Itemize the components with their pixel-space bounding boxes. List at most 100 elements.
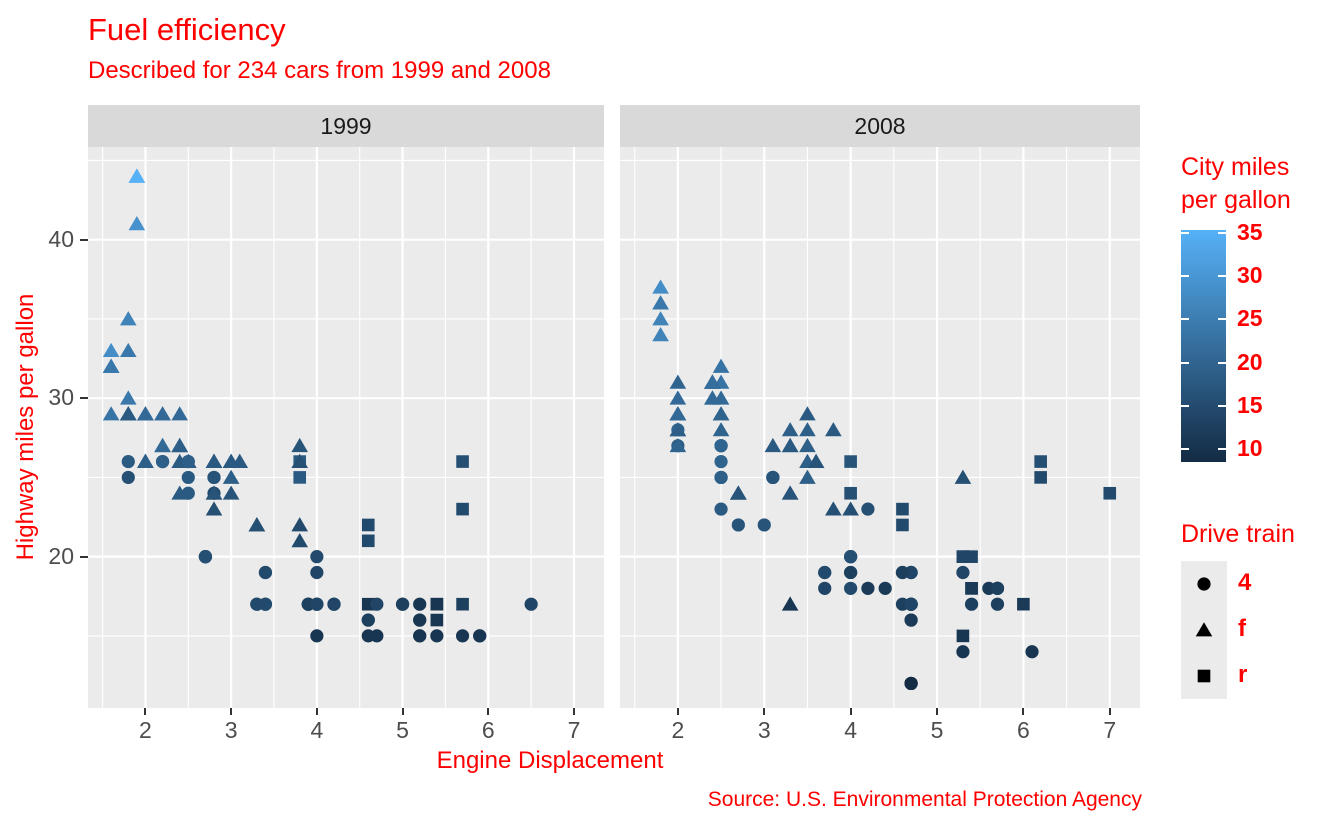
circle-key-glyph: [1197, 577, 1211, 591]
shape-key-4: [1181, 561, 1227, 607]
colorbar-tick-label: 35: [1237, 219, 1263, 246]
data-point: [155, 454, 170, 469]
x-tick-label: 5: [930, 717, 944, 743]
data-point: [205, 485, 223, 500]
plot-subtitle: Described for 234 cars from 1999 and 200…: [88, 57, 551, 84]
data-point: [844, 565, 858, 580]
data-point: [291, 533, 309, 548]
data-point: [712, 390, 730, 405]
x-tick-mark: [676, 708, 679, 715]
data-point: [128, 216, 146, 231]
data-point: [895, 565, 910, 580]
data-point: [844, 581, 858, 595]
data-point: [128, 168, 146, 183]
data-point: [291, 437, 309, 453]
data-point: [258, 597, 273, 611]
data-point: [844, 550, 858, 564]
colorbar-tick-mark: [1218, 361, 1226, 364]
data-point: [455, 629, 470, 643]
data-point: [430, 629, 444, 643]
data-point: [669, 374, 687, 389]
facet-strip-2008: 2008: [620, 105, 1140, 147]
x-tick-mark: [1108, 708, 1111, 715]
x-tick-mark: [401, 708, 404, 715]
data-point: [844, 486, 857, 500]
data-point: [222, 453, 240, 468]
data-point: [430, 597, 444, 611]
data-point: [205, 453, 223, 468]
square-key-glyph: [1197, 669, 1211, 683]
colorbar-tick-mark: [1181, 361, 1189, 364]
data-point: [181, 486, 195, 500]
colorbar-gradient: [1181, 230, 1226, 462]
panel-2008: [620, 147, 1140, 708]
x-tick-mark: [487, 708, 490, 715]
data-point: [181, 470, 195, 485]
shape-key-f: [1181, 607, 1227, 653]
data-point: [119, 390, 137, 405]
shape-legend-title: Drive train: [1181, 520, 1295, 548]
square-icon: [1197, 669, 1211, 683]
data-point: [102, 406, 120, 421]
x-tick-label: 4: [310, 717, 324, 743]
data-point: [954, 469, 972, 484]
data-point: [781, 437, 799, 453]
data-point: [964, 597, 979, 611]
data-point: [818, 565, 832, 580]
triangle-key-glyph: [1195, 622, 1213, 637]
data-point: [293, 471, 307, 484]
data-point: [965, 550, 978, 563]
data-point: [119, 311, 137, 326]
data-point: [712, 358, 730, 373]
y-tick-label: 30: [48, 384, 74, 411]
shape-key-label-4: 4: [1238, 569, 1252, 596]
data-point: [799, 422, 816, 437]
colorbar-tick-label: 30: [1237, 262, 1263, 289]
data-point: [291, 453, 309, 468]
data-point: [361, 518, 375, 532]
colorbar-tick-mark: [1181, 404, 1189, 407]
data-point: [731, 518, 745, 532]
data-point: [310, 550, 324, 564]
triangle-icon: [1195, 622, 1213, 637]
data-point: [291, 517, 309, 532]
data-point: [956, 645, 970, 659]
data-point: [825, 422, 842, 437]
data-point: [757, 518, 771, 532]
colorbar-tick-mark: [1181, 318, 1189, 321]
x-tick-mark: [315, 708, 318, 715]
data-point: [102, 358, 120, 373]
data-point: [181, 454, 195, 469]
data-point: [370, 597, 384, 611]
data-point: [137, 453, 154, 468]
data-point: [781, 485, 799, 500]
y-tick-mark: [80, 238, 88, 241]
facet-strip-label-1999: 1999: [320, 112, 372, 139]
data-point: [818, 581, 832, 595]
data-point: [524, 597, 538, 611]
color-legend-title-line1: City miles: [1181, 153, 1290, 181]
data-point: [652, 295, 669, 310]
data-point: [904, 597, 918, 611]
shape-key-label-r: r: [1238, 661, 1248, 688]
x-tick-mark: [936, 708, 938, 715]
data-point: [222, 469, 240, 484]
caption: Source: U.S. Environmental Protection Ag…: [707, 788, 1142, 811]
data-point: [1103, 486, 1117, 500]
data-point: [799, 406, 816, 421]
data-point: [473, 629, 487, 643]
colorbar-tick-mark: [1218, 448, 1226, 451]
facet-strip-label-2008: 2008: [854, 112, 906, 139]
data-point: [119, 406, 137, 421]
x-tick-label: 3: [757, 717, 771, 743]
data-point: [730, 485, 747, 500]
data-point: [258, 565, 273, 580]
x-tick-mark: [230, 708, 233, 715]
y-tick-label: 20: [48, 542, 74, 569]
data-point: [842, 501, 859, 516]
data-point: [310, 565, 324, 580]
x-tick-label: 5: [396, 717, 409, 743]
data-point: [171, 406, 189, 421]
data-point: [669, 390, 687, 405]
